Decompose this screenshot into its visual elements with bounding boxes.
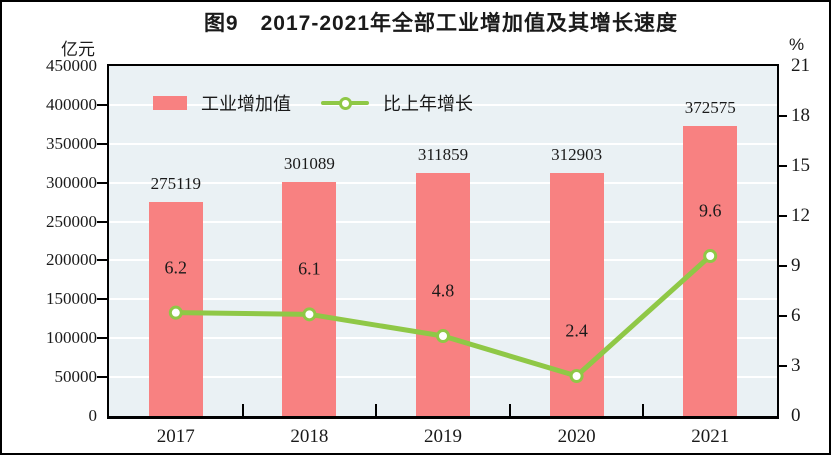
right-axis-tick <box>777 265 787 267</box>
x-axis-label: 2021 <box>691 426 730 447</box>
left-axis-unit-label: 亿元 <box>61 40 95 59</box>
right-axis-unit-label: % <box>789 35 805 54</box>
left-axis-tick <box>97 298 107 301</box>
left-axis-tick-label: 150000 <box>46 289 97 309</box>
left-axis-tick-label: 400000 <box>46 94 97 114</box>
left-axis-tick-label: 0 <box>88 406 98 425</box>
x-axis-label: 2017 <box>156 426 195 447</box>
gridline <box>109 103 777 106</box>
right-axis-tick-label: 12 <box>791 205 810 226</box>
growth-value-label: 6.1 <box>298 258 321 279</box>
line-marker <box>569 369 584 383</box>
legend-bar-label: 工业增加值 <box>201 94 291 114</box>
chart-title: 图9 2017-2021年全部工业增加值及其增长速度 <box>203 12 679 35</box>
left-axis-tick-label: 50000 <box>54 367 98 387</box>
growth-line <box>175 254 712 379</box>
left-axis-tick-label: 100000 <box>46 328 97 348</box>
left-axis-tick <box>97 337 107 340</box>
x-axis-tick <box>375 404 378 416</box>
x-axis-tick <box>508 404 511 416</box>
line-marker <box>302 307 317 322</box>
right-axis-tick <box>777 215 787 217</box>
line-marker <box>168 305 183 320</box>
plot-area: 工业增加值 比上年增长 0 50000 100000 150000 200000 2500… <box>46 55 810 447</box>
right-axis-tick <box>777 315 787 317</box>
x-axis-tick <box>642 404 645 416</box>
left-axis-tick <box>97 103 107 106</box>
left-axis-tick <box>97 142 107 145</box>
left-axis-tick <box>97 181 107 184</box>
right-axis-tick <box>777 115 787 117</box>
left-axis-tick <box>97 220 107 223</box>
bar-series-swatch-icon <box>153 96 187 110</box>
right-axis-tick-label: 15 <box>791 155 810 176</box>
growth-line-chart <box>168 249 718 383</box>
x-axis-label: 2020 <box>557 426 596 447</box>
x-axis-label: 2018 <box>290 426 329 447</box>
right-axis-tick-label: 9 <box>791 255 801 276</box>
legend: 工业增加值 比上年增长 <box>153 90 473 116</box>
right-axis-tick-label: 18 <box>791 105 810 126</box>
bar <box>416 173 470 416</box>
left-axis-tick-label: 250000 <box>46 211 97 231</box>
line-marker <box>703 249 718 263</box>
left-axis-tick <box>97 259 107 262</box>
growth-value-label: 2.4 <box>565 320 588 341</box>
growth-value-label: 6.2 <box>164 257 188 278</box>
bar <box>282 181 337 416</box>
right-axis-tick-label: 0 <box>791 405 801 426</box>
right-axis-tick-label: 3 <box>791 355 801 376</box>
x-axis-label: 2019 <box>424 426 462 447</box>
bar-value-label: 311859 <box>417 145 469 165</box>
left-axis-tick-label: 300000 <box>46 172 97 192</box>
line-series-swatch-icon <box>321 96 369 110</box>
bar-value-label: 301089 <box>283 153 335 173</box>
line-marker <box>436 329 450 343</box>
right-axis-tick <box>777 165 787 167</box>
right-axis-tick-label: 6 <box>791 305 801 326</box>
legend-line-label: 比上年增长 <box>383 94 473 114</box>
right-axis-tick <box>777 365 787 367</box>
left-axis-tick <box>97 376 107 379</box>
x-axis-tick <box>241 404 244 416</box>
bar-value-label: 312903 <box>551 144 603 164</box>
right-axis-tick-label: 21 <box>791 55 810 76</box>
bar-value-label: 275119 <box>150 174 201 194</box>
left-axis-tick-label: 450000 <box>46 56 97 75</box>
bar-value-label: 372575 <box>684 98 736 118</box>
gridline <box>109 142 777 145</box>
growth-value-label: 9.6 <box>698 200 722 221</box>
growth-value-label: 4.8 <box>431 280 455 301</box>
left-axis-tick-label: 200000 <box>46 250 97 270</box>
left-axis-tick-label: 350000 <box>46 133 97 153</box>
